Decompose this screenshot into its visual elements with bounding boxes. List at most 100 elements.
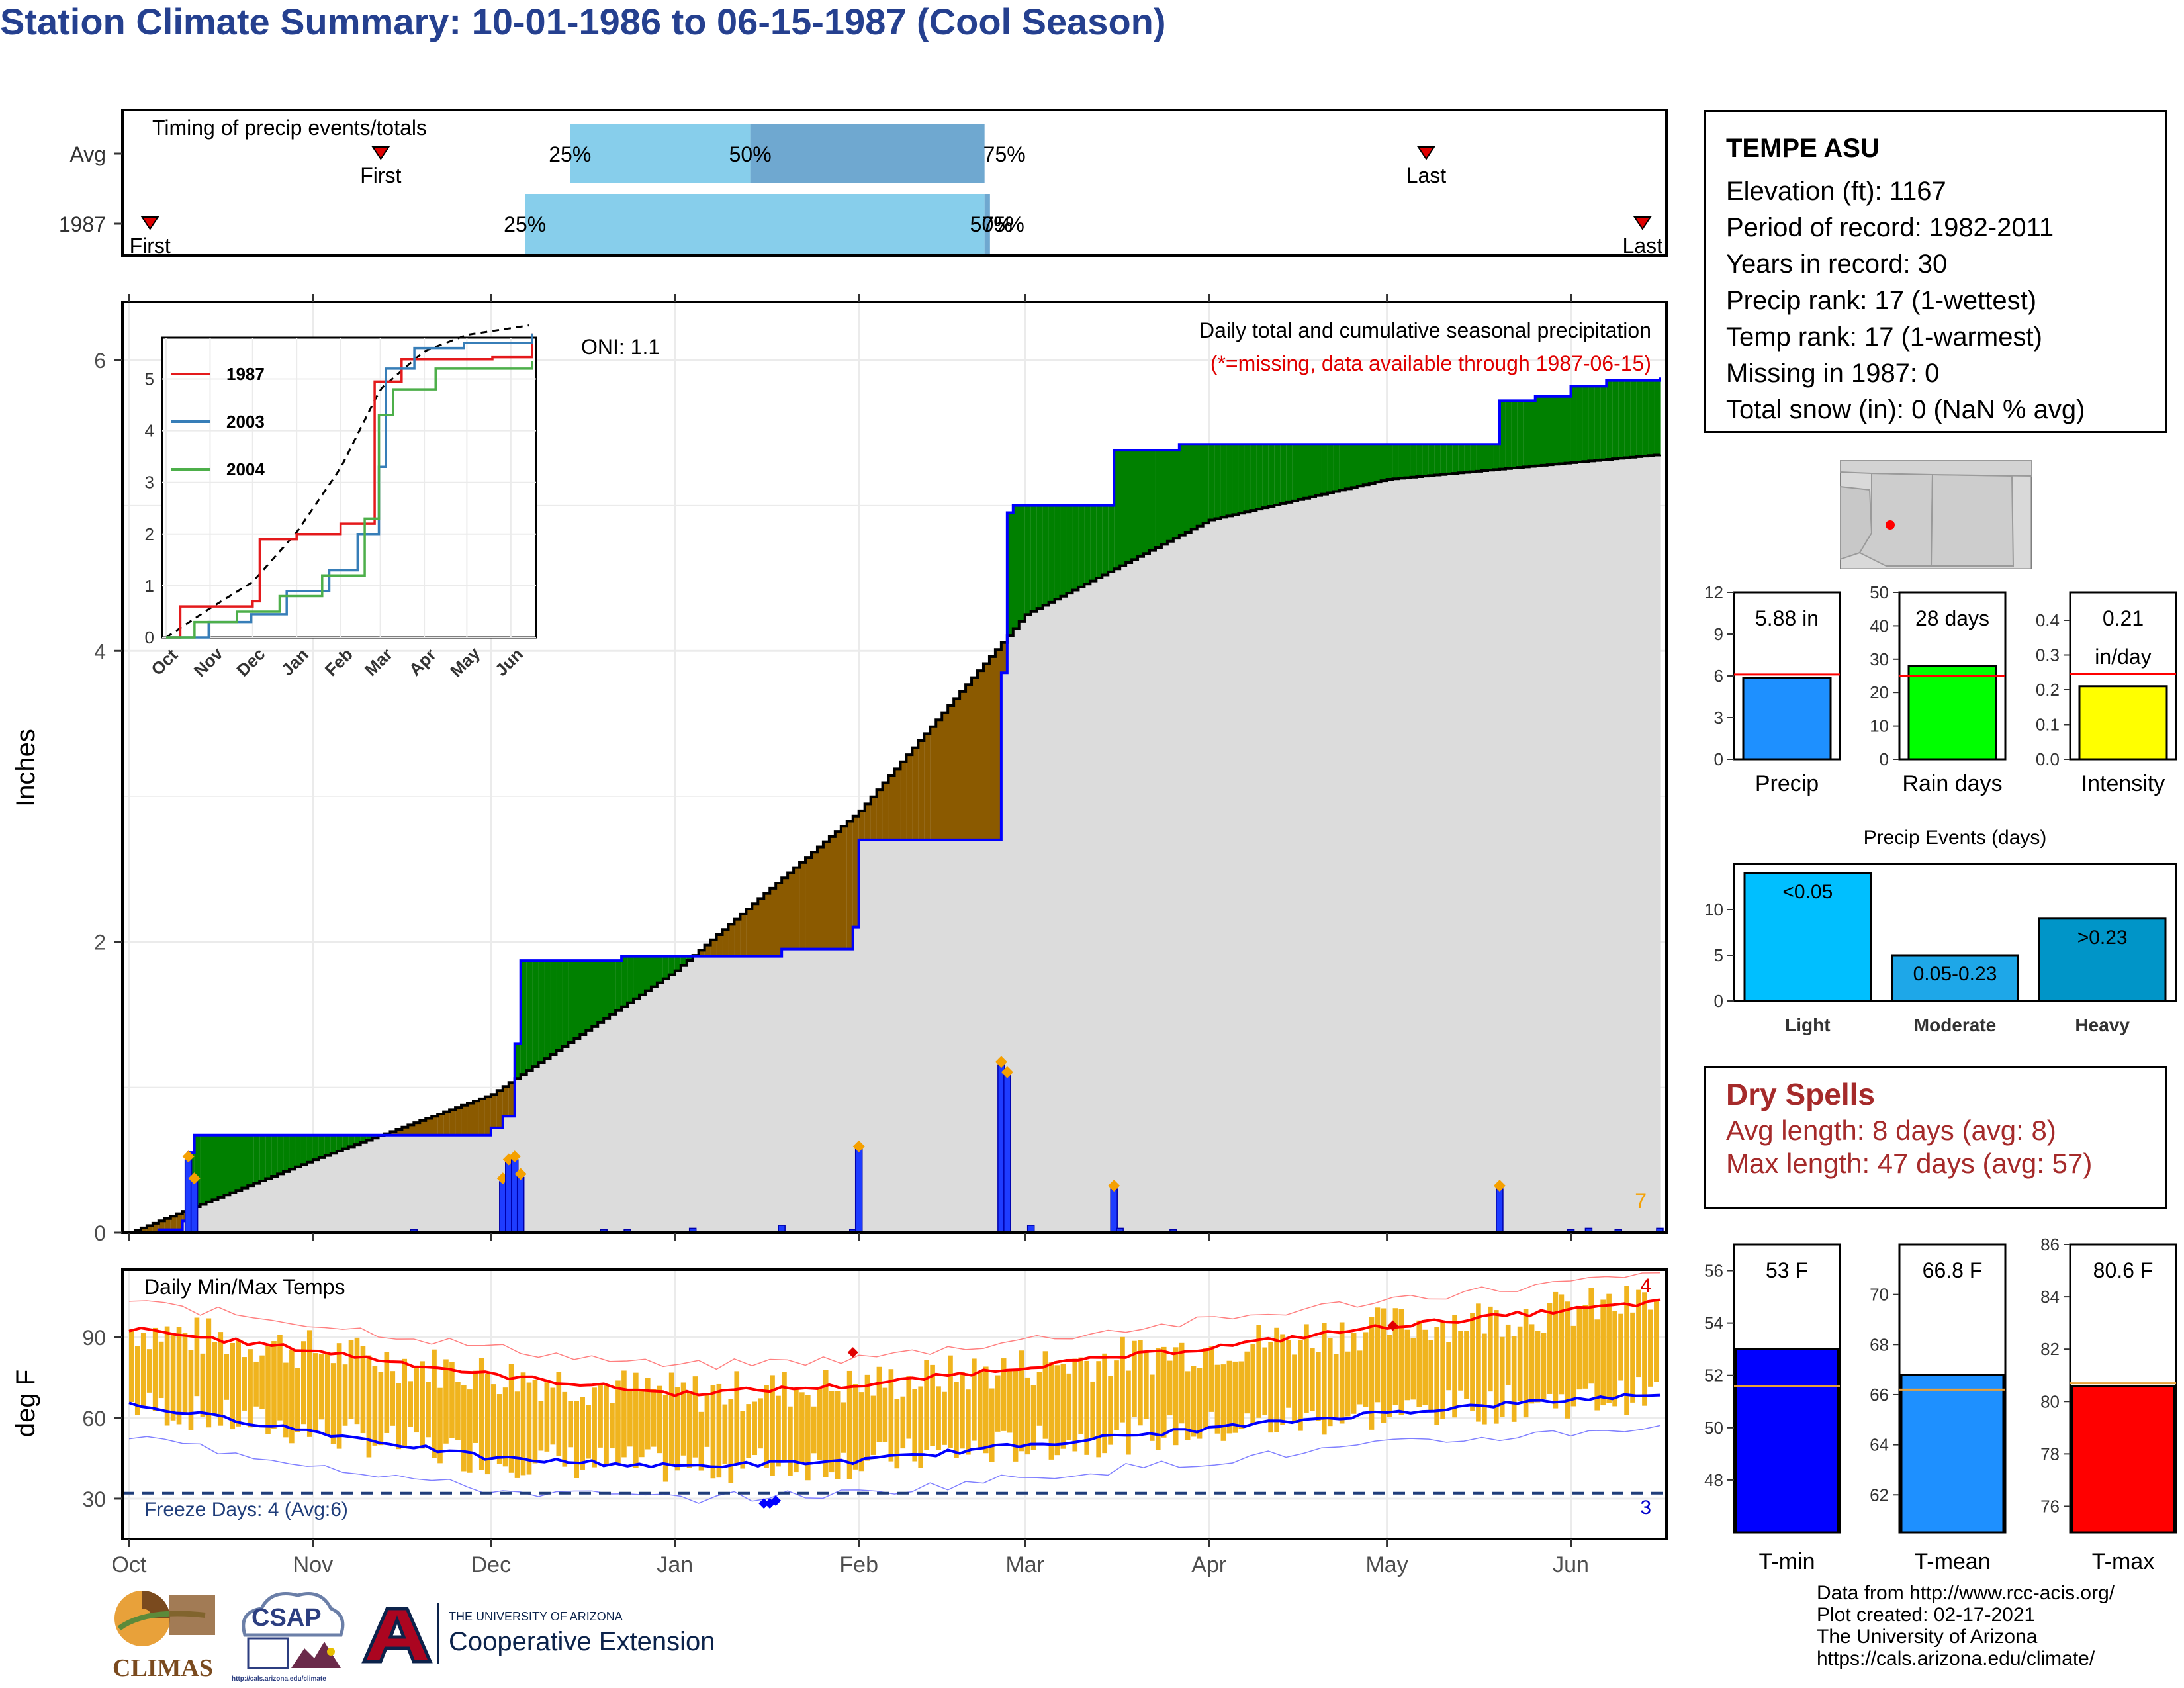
daily-temp-bar (1410, 1338, 1416, 1400)
daily-temp-bar (348, 1340, 354, 1419)
daily-temp-bar (1642, 1292, 1647, 1406)
main-fill-base (396, 1129, 402, 1233)
daily-temp-bar (277, 1335, 283, 1421)
main-fill-above-avg (1351, 444, 1358, 488)
main-fill-base (1553, 396, 1560, 1233)
main-fill-base (758, 898, 764, 1233)
main-fill-base (924, 733, 931, 1233)
main-fill-base (526, 961, 533, 1233)
daily-precip-marker (514, 1168, 527, 1180)
main-fill-above-avg (1333, 444, 1340, 492)
main-fill-above-avg (550, 961, 557, 1055)
daily-temp-bar (1398, 1309, 1404, 1415)
daily-temp-bar (242, 1357, 247, 1411)
main-fill-above-avg (1470, 444, 1477, 472)
main-fill-base (882, 782, 889, 1233)
main-fill-base (1458, 444, 1465, 1233)
main-fill-base (1375, 444, 1382, 1233)
timing-bar-50-75 (984, 194, 990, 254)
main-fill-base (330, 1135, 338, 1233)
main-fill-base (1232, 444, 1240, 1233)
mini-bar-tick-label: 10 (1870, 716, 1889, 736)
mini-bar-name: Intensity (2081, 771, 2165, 796)
csap-text: CSAP (251, 1604, 322, 1632)
main-fill-base (586, 961, 592, 1233)
main-fill-above-avg (1452, 444, 1459, 474)
main-fill-base (1108, 505, 1115, 1233)
timing-bar-50-75 (750, 124, 985, 183)
main-fill-above-avg (1060, 505, 1068, 596)
mini-bar-tick-label: 20 (1870, 682, 1889, 702)
daily-temp-bar (514, 1391, 520, 1478)
main-fill-base (752, 904, 758, 1233)
main-fill-base (1280, 444, 1287, 1233)
ua-line1: THE UNIVERSITY OF ARIZONA (449, 1610, 623, 1623)
main-fill-base (989, 656, 996, 1233)
daily-temp-bar (1138, 1340, 1143, 1426)
main-fill-below-avg (478, 1098, 486, 1135)
daily-temp-bar (615, 1380, 621, 1464)
main-fill-base (556, 961, 563, 1233)
main-fill-base (966, 684, 972, 1233)
main-fill-base (1161, 450, 1168, 1233)
main-fill-base (1470, 444, 1477, 1233)
daily-precip-marker (1108, 1180, 1120, 1192)
daily-temp-bar (1256, 1325, 1261, 1418)
daily-temp-bar (265, 1346, 271, 1434)
main-fill-base (420, 1120, 426, 1233)
daily-temp-bar (437, 1387, 443, 1464)
daily-temp-bar (1517, 1326, 1523, 1401)
temp-xtick-label: Nov (293, 1552, 333, 1577)
main-fill-below-avg (782, 878, 788, 949)
main-fill-above-avg (265, 1135, 272, 1179)
main-fill-base (562, 961, 569, 1233)
main-fill-base (544, 961, 551, 1233)
events-category-label: Heavy (2075, 1015, 2130, 1035)
main-fill-base (443, 1111, 450, 1233)
main-fill-above-avg (360, 1135, 367, 1143)
daily-temp-bar (1208, 1346, 1214, 1412)
daily-temp-bar (1179, 1342, 1185, 1424)
main-fill-above-avg (1588, 386, 1595, 461)
main-fill-above-avg (1108, 505, 1115, 572)
daily-temp-bar (799, 1392, 805, 1463)
daily-temp-bar (212, 1342, 218, 1415)
main-fill-base (1197, 444, 1204, 1233)
daily-temp-bar (1440, 1321, 1445, 1419)
daily-temp-bar (1559, 1294, 1565, 1395)
main-fill-above-avg (1375, 444, 1382, 483)
precip-chart: 0 2 4 6 Inches Daily total and cumulative sea… (11, 294, 1668, 1244)
daily-temp-bar (978, 1370, 983, 1448)
page-title: Station Climate Summary: 10-01-1986 to 0… (0, 1, 1166, 42)
daily-temp-bar (176, 1327, 182, 1425)
main-fill-below-avg (983, 663, 990, 840)
main-fill-base (858, 810, 866, 1233)
main-fill-base (1126, 450, 1132, 1233)
main-fill-below-avg (960, 691, 966, 840)
main-fill-base (289, 1135, 296, 1233)
main-fill-below-avg (734, 919, 741, 957)
temp-xtick-label: Oct (112, 1552, 147, 1577)
station-missing: Missing in 1987: 0 (1726, 359, 1940, 388)
main-fill-above-avg (604, 961, 610, 1019)
daily-temp-bar (1232, 1361, 1238, 1433)
daily-temp-bar (817, 1389, 823, 1460)
main-fill-base (954, 698, 960, 1233)
main-fill-base (1286, 444, 1293, 1233)
daily-temp-bar (621, 1370, 627, 1458)
main-fill-above-avg (242, 1135, 248, 1188)
daily-temp-bar (948, 1355, 953, 1448)
main-fill-base (1310, 444, 1316, 1233)
main-fill-below-avg (496, 1090, 504, 1128)
main-fill-base (1612, 380, 1619, 1233)
inset-ytick-label: 4 (145, 421, 154, 441)
daily-temp-bar (1197, 1368, 1203, 1439)
main-fill-base (520, 961, 527, 1233)
main-fill-above-avg (645, 956, 652, 991)
daily-temp-bar (841, 1402, 846, 1453)
daily-temp-bar (532, 1380, 538, 1464)
daily-temp-bar (782, 1372, 787, 1461)
mini-bar-tick-label: 0.0 (2036, 749, 2060, 769)
daily-temp-bar (1458, 1331, 1463, 1391)
main-fill-base (1048, 505, 1056, 1233)
